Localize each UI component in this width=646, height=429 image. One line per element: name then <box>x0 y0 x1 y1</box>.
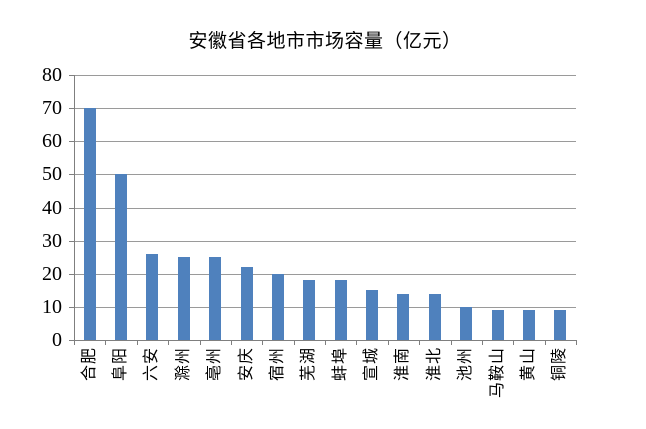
x-axis-category-label: 池州 <box>457 347 475 382</box>
y-axis-tick <box>69 174 74 176</box>
y-axis-tick-label: 70 <box>42 97 62 120</box>
bar-马鞍山 <box>491 310 504 340</box>
bar-滁州 <box>177 257 190 340</box>
x-axis-tick <box>293 340 295 345</box>
x-axis-tick <box>513 340 515 345</box>
x-axis-tick <box>105 340 107 345</box>
x-axis-category-label: 合肥 <box>80 347 98 382</box>
bar-阜阳 <box>115 174 128 340</box>
y-axis-tick-label: 30 <box>42 229 62 252</box>
bar-淮北 <box>428 293 441 340</box>
x-axis-category-label: 黄山 <box>519 347 537 382</box>
y-axis-tick <box>69 108 74 110</box>
x-axis-tick <box>199 340 201 345</box>
bar-铜陵 <box>554 310 567 340</box>
y-axis-tick-label: 10 <box>42 295 62 318</box>
bar-宿州 <box>271 273 284 340</box>
y-axis-tick-label: 20 <box>42 262 62 285</box>
y-axis-tick-label: 60 <box>42 130 62 153</box>
bar-亳州 <box>209 257 222 340</box>
x-axis-category-label: 阜阳 <box>112 347 130 382</box>
gridline <box>74 141 576 143</box>
y-axis-tick-label: 0 <box>52 329 62 351</box>
x-axis-category-label: 马鞍山 <box>488 347 506 399</box>
x-axis-tick <box>136 340 138 345</box>
x-axis-category-label: 宿州 <box>268 347 286 382</box>
x-axis-tick <box>576 340 577 345</box>
x-axis-tick <box>325 340 326 345</box>
x-axis-tick <box>356 340 358 345</box>
gridline <box>74 174 576 176</box>
bar-芜湖 <box>303 280 316 340</box>
x-axis-tick <box>481 340 483 345</box>
x-axis-category-label: 淮南 <box>394 347 412 382</box>
x-axis-category-label: 亳州 <box>206 347 224 382</box>
gridline <box>74 75 576 76</box>
y-axis-tick <box>69 240 74 242</box>
bar-合肥 <box>83 108 96 340</box>
x-axis-tick <box>168 340 170 345</box>
gridline <box>74 207 576 209</box>
y-axis-tick-label: 50 <box>42 163 62 186</box>
bar-安庆 <box>240 267 253 340</box>
x-axis-category-label: 蚌埠 <box>331 347 349 382</box>
x-axis-category-label: 宣城 <box>363 347 381 382</box>
gridline <box>74 240 576 242</box>
x-axis-tick <box>544 340 546 345</box>
gridline <box>74 306 576 308</box>
y-axis-tick <box>69 306 74 308</box>
y-axis-tick <box>69 273 74 275</box>
bar-淮南 <box>397 293 410 340</box>
bar-蚌埠 <box>334 280 347 340</box>
bar-六安 <box>146 253 159 340</box>
x-axis-tick <box>387 340 389 345</box>
x-axis-tick <box>262 340 264 345</box>
x-axis-category-label: 六安 <box>143 347 161 382</box>
x-axis-category-label: 安庆 <box>237 347 255 382</box>
x-axis-category-label: 淮北 <box>425 347 443 382</box>
chart-title: 安徽省各地市市场容量（亿元） <box>188 31 462 52</box>
y-axis-tick <box>69 75 74 76</box>
x-axis-tick <box>74 340 75 345</box>
x-axis-tick <box>419 340 421 345</box>
x-axis-category-label: 芜湖 <box>300 347 318 382</box>
y-axis-line <box>74 75 75 341</box>
y-axis-tick <box>69 340 74 341</box>
x-axis-tick <box>450 340 452 345</box>
y-axis-tick-label: 40 <box>42 196 62 219</box>
gridline <box>74 273 576 275</box>
bar-宣城 <box>366 290 379 340</box>
x-axis-category-label: 滁州 <box>174 347 192 382</box>
bar-黄山 <box>522 310 535 340</box>
bar-池州 <box>460 306 473 340</box>
x-axis-tick <box>230 340 232 345</box>
y-axis-tick <box>69 141 74 143</box>
y-axis-tick <box>69 207 74 209</box>
x-axis-category-label: 铜陵 <box>551 347 569 382</box>
gridline <box>74 108 576 110</box>
y-axis-tick-label: 80 <box>42 64 62 86</box>
